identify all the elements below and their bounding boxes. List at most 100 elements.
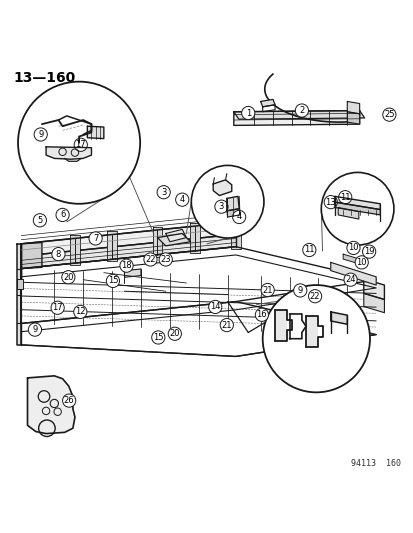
Circle shape [302,244,315,256]
Text: 11: 11 [303,246,314,254]
Circle shape [343,273,356,286]
Circle shape [62,271,75,284]
Polygon shape [17,244,21,345]
Text: 12: 12 [75,308,85,317]
Circle shape [175,193,188,206]
Circle shape [62,394,76,407]
Polygon shape [347,112,359,124]
Circle shape [354,256,368,269]
Text: 8: 8 [56,249,61,259]
Polygon shape [17,217,375,361]
Circle shape [338,191,351,204]
Polygon shape [334,202,380,215]
Circle shape [232,211,245,223]
Text: 16: 16 [256,310,266,319]
Polygon shape [330,262,375,285]
Polygon shape [342,254,359,264]
Circle shape [34,128,47,141]
Text: 4: 4 [236,213,241,222]
Circle shape [151,331,164,344]
Circle shape [261,284,273,297]
Text: 6: 6 [60,211,65,220]
Polygon shape [46,147,91,159]
Circle shape [323,196,337,209]
Circle shape [241,107,254,119]
Polygon shape [21,243,42,269]
Polygon shape [330,312,347,324]
Text: 14: 14 [209,302,220,311]
Text: 5: 5 [37,216,43,225]
Polygon shape [226,196,239,211]
Polygon shape [337,207,358,219]
Circle shape [18,82,140,204]
Circle shape [51,301,64,314]
Circle shape [157,185,170,199]
Text: 10: 10 [347,244,358,253]
Circle shape [120,259,133,272]
Text: 22: 22 [309,292,320,301]
Text: 3: 3 [161,188,166,197]
Circle shape [208,300,221,313]
Polygon shape [21,222,235,256]
Circle shape [144,253,157,266]
Text: 13—160: 13—160 [13,70,75,85]
Circle shape [262,285,369,392]
Polygon shape [165,229,186,242]
Text: 15: 15 [107,277,118,286]
Polygon shape [233,110,359,125]
Text: 9: 9 [38,130,43,139]
Circle shape [168,327,181,341]
Circle shape [382,108,395,122]
Text: 25: 25 [383,110,394,119]
Text: 17: 17 [52,303,63,312]
Circle shape [56,208,69,222]
Circle shape [52,247,65,261]
Circle shape [308,289,321,303]
Circle shape [89,232,102,245]
Text: 2: 2 [299,106,304,115]
Text: 3: 3 [218,202,223,211]
Circle shape [74,305,87,319]
Text: 4: 4 [179,195,185,204]
Text: 21: 21 [262,286,272,295]
Circle shape [106,274,119,287]
Text: 10: 10 [356,258,366,267]
Polygon shape [87,126,104,139]
Text: 20: 20 [169,329,180,338]
Polygon shape [189,223,199,253]
Polygon shape [260,99,274,107]
Text: 22: 22 [145,255,155,264]
Circle shape [159,253,172,266]
Text: 9: 9 [297,286,302,295]
Polygon shape [152,227,162,257]
Polygon shape [363,279,384,300]
Text: 13: 13 [325,198,335,207]
Circle shape [33,214,46,227]
Text: 94113  160: 94113 160 [350,459,400,468]
Polygon shape [233,110,364,119]
Polygon shape [21,235,235,269]
Circle shape [346,241,359,255]
Circle shape [293,284,306,297]
Circle shape [74,138,87,151]
Circle shape [220,319,233,332]
Polygon shape [157,233,190,246]
Text: 18: 18 [121,261,131,270]
Text: 21: 21 [221,320,232,329]
Circle shape [255,308,268,321]
Text: 24: 24 [344,275,355,284]
Text: 20: 20 [63,273,74,282]
Circle shape [362,245,375,259]
Polygon shape [226,209,240,217]
Polygon shape [27,376,75,434]
Circle shape [294,104,308,117]
Circle shape [28,323,41,336]
Text: 1: 1 [245,109,250,117]
Polygon shape [107,231,117,261]
Circle shape [191,165,263,238]
Text: 17: 17 [75,140,86,149]
Polygon shape [363,293,384,313]
Polygon shape [305,316,318,347]
Polygon shape [274,310,287,341]
Polygon shape [230,219,240,249]
